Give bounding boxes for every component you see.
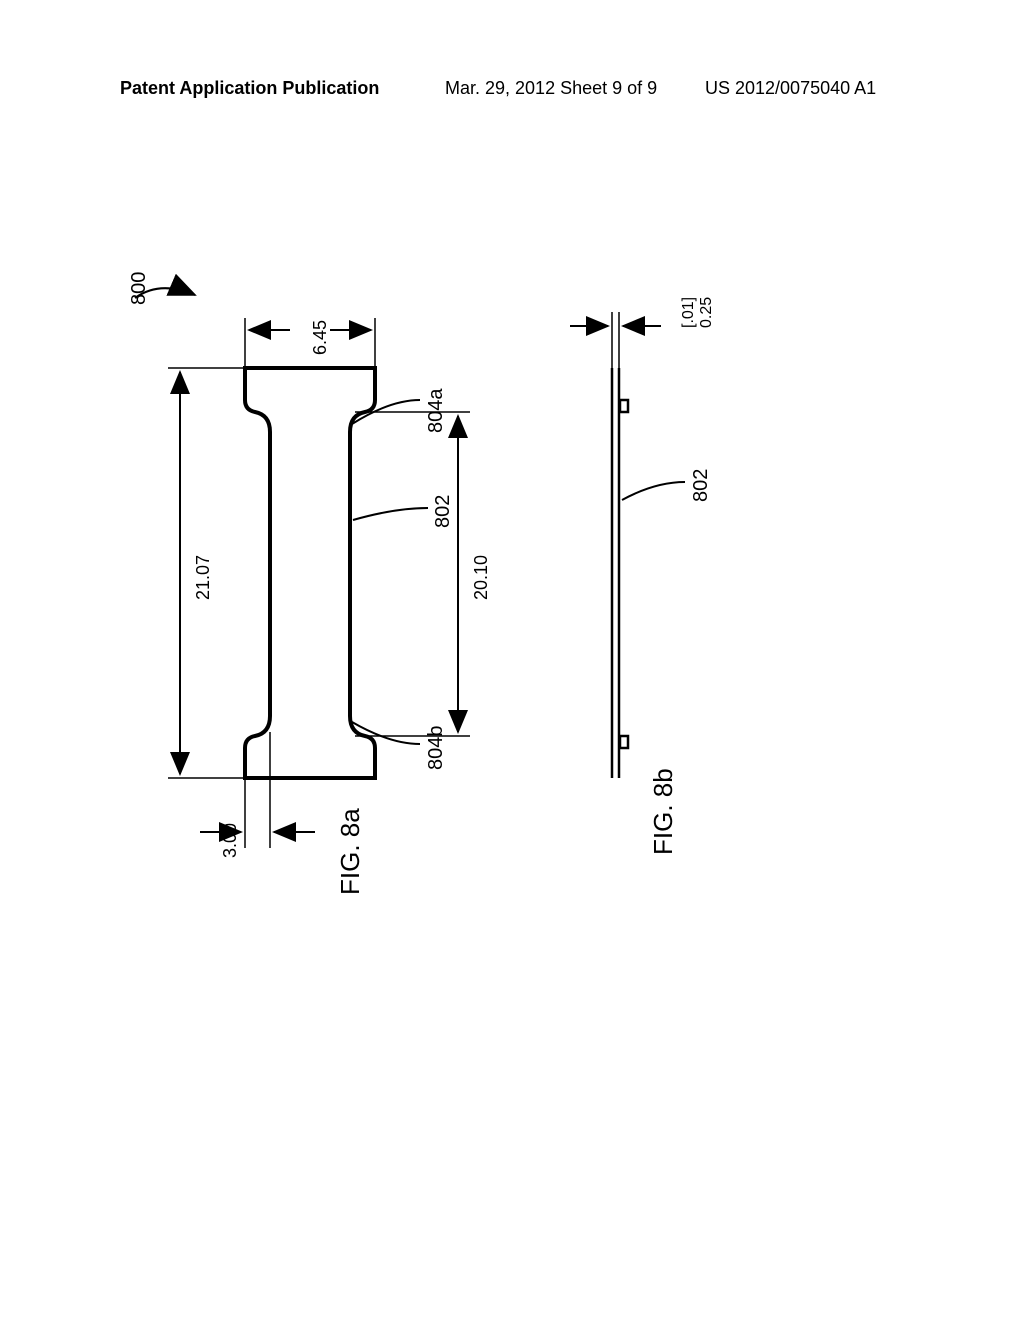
ref-802-b: 802: [690, 469, 713, 502]
page: Patent Application Publication Mar. 29, …: [0, 0, 1024, 1320]
header-left: Patent Application Publication: [120, 78, 379, 99]
dim-width-top: 6.45: [310, 320, 331, 355]
fig-8a-label: FIG. 8a: [335, 808, 366, 895]
dim-thickness: 0.25: [698, 297, 716, 328]
ref-802-a: 802: [432, 495, 455, 528]
dim-tab-width: 3.00: [220, 823, 241, 858]
dim-thickness-bracket: [.01]: [680, 297, 698, 328]
dim-height-overall: 21.07: [193, 555, 214, 600]
fig-8b-label: FIG. 8b: [648, 768, 679, 855]
header-center: Mar. 29, 2012 Sheet 9 of 9: [445, 78, 657, 99]
header-right: US 2012/0075040 A1: [705, 78, 876, 99]
figure-area: 800: [0, 260, 1024, 1060]
dim-height-inner: 20.10: [471, 555, 492, 600]
ref-804a: 804a: [425, 389, 448, 434]
fig-8a-body: [245, 368, 375, 778]
figure-svg: [0, 260, 1024, 1080]
ref-804b: 804b: [425, 726, 448, 771]
